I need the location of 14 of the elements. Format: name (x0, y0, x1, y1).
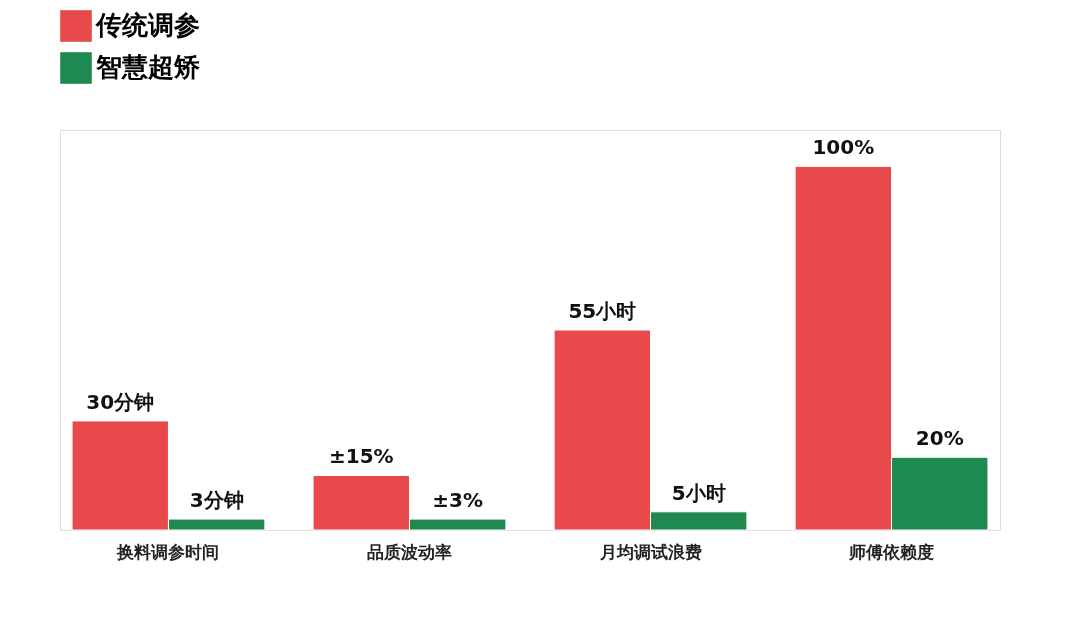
data-label: 3分钟 (189, 488, 244, 513)
data-label: 55小时 (568, 299, 637, 323)
data-label: ±15% (328, 444, 394, 469)
data-label: ±3% (432, 488, 484, 513)
x-tick-label: 月均调试浪费 (598, 541, 702, 562)
legend-label: 传统调参 (95, 10, 200, 40)
data-label: 30分钟 (86, 389, 155, 414)
legend-label: 智慧超矫 (95, 52, 200, 82)
data-label: 5小时 (671, 480, 726, 505)
data-label: 20% (915, 426, 964, 451)
x-tick-label: 品质波动率 (366, 541, 452, 562)
x-tick-label: 换料调参时间 (116, 541, 220, 562)
data-label: 100% (812, 135, 875, 160)
x-tick-label: 师傅依赖度 (848, 541, 935, 562)
